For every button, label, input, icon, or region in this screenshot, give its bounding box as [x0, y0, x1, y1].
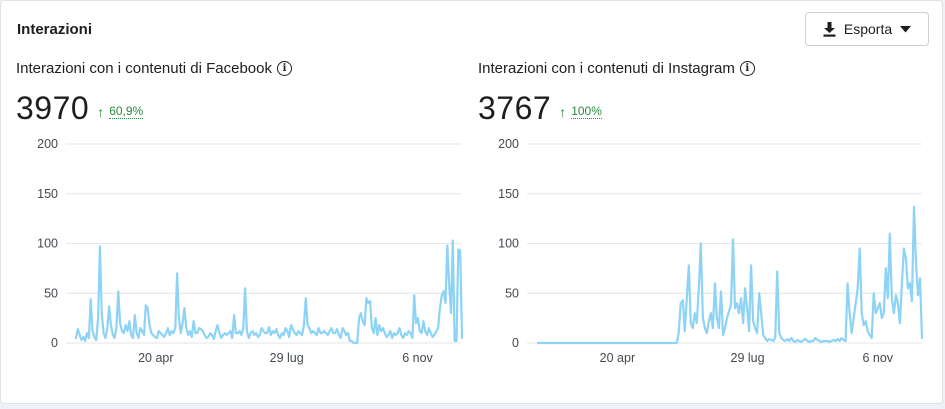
facebook-x-tick-label: 29 lug — [270, 351, 304, 365]
facebook-series-line[interactable] — [74, 239, 464, 345]
caret-down-icon — [900, 25, 912, 33]
facebook-x-tick-label: 6 nov — [402, 351, 433, 365]
facebook-title-text: Interazioni con i contenuti di Facebook — [16, 60, 272, 77]
export-label: Esporta — [843, 21, 893, 37]
instagram-y-tick-label: 0 — [512, 336, 519, 350]
instagram-metric: 3767 ↑ 100% — [478, 91, 602, 125]
instagram-y-tick-label: 50 — [505, 286, 519, 300]
facebook-y-tick-label: 50 — [44, 286, 58, 300]
info-icon[interactable]: i — [277, 61, 292, 76]
facebook-chart-title: Interazioni con i contenuti di Facebook … — [16, 60, 292, 77]
section-title: Interazioni — [17, 21, 93, 38]
instagram-x-tick-label: 6 nov — [862, 351, 893, 365]
instagram-y-tick-label: 200 — [498, 137, 519, 151]
facebook-y-tick-label: 150 — [37, 187, 58, 201]
instagram-title-text: Interazioni con i contenuti di Instagram — [478, 60, 735, 77]
facebook-y-tick-label: 0 — [51, 336, 58, 350]
export-button[interactable]: Esporta — [805, 12, 929, 46]
trend-up-icon: ↑ — [97, 104, 105, 120]
trend-up-icon: ↑ — [559, 104, 567, 120]
instagram-total-value: 3767 — [478, 90, 552, 126]
facebook-y-tick-label: 100 — [37, 237, 58, 251]
instagram-x-tick-label: 29 lug — [731, 351, 765, 365]
download-icon — [823, 21, 836, 37]
instagram-y-tick-label: 150 — [498, 187, 519, 201]
instagram-y-tick-label: 100 — [498, 237, 519, 251]
facebook-metric: 3970 ↑ 60,9% — [16, 90, 144, 126]
instagram-chart-title: Interazioni con i contenuti di Instagram… — [478, 60, 755, 77]
info-icon[interactable]: i — [739, 61, 755, 76]
instagram-series-line[interactable] — [536, 205, 924, 345]
facebook-y-tick-label: 200 — [37, 137, 58, 151]
instagram-trend-value[interactable]: 100% — [571, 104, 602, 119]
facebook-total-value: 3970 — [16, 90, 90, 126]
instagram-x-tick-label: 20 apr — [600, 351, 635, 365]
facebook-x-tick-label: 20 apr — [138, 351, 173, 365]
facebook-trend-value[interactable]: 60,9% — [109, 104, 144, 119]
